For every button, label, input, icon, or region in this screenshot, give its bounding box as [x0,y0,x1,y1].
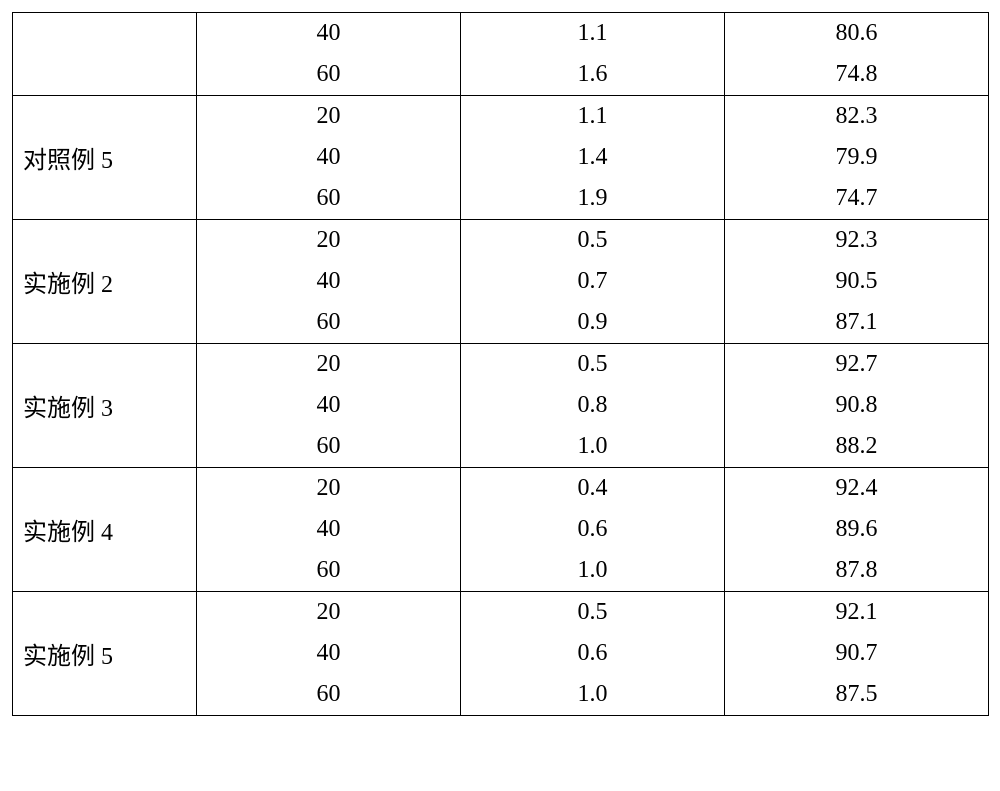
group-column: 204060 [197,344,461,468]
cell-value: 90.7 [725,633,988,674]
cell-value: 60 [197,302,460,343]
cell-value: 1.1 [461,13,724,54]
cell-value: 1.0 [461,550,724,591]
cell-value: 92.3 [725,220,988,261]
group-column: 0.40.61.0 [461,468,725,592]
group-column: 0.50.61.0 [461,592,725,716]
cell-value: 1.0 [461,426,724,467]
cell-value: 87.5 [725,674,988,715]
cell-value: 89.6 [725,509,988,550]
cell-value: 60 [197,426,460,467]
group-column: 1.11.6 [461,13,725,96]
table-group: 实施例 52040600.50.61.092.190.787.5 [13,592,989,716]
table-group: 40601.11.680.674.8 [13,13,989,96]
cell-value: 20 [197,96,460,137]
group-column: 1.11.41.9 [461,96,725,220]
group-column: 4060 [197,13,461,96]
cell-value: 40 [197,13,460,54]
group-label: 实施例 4 [13,468,197,592]
group-label: 实施例 5 [13,592,197,716]
table-group: 对照例 52040601.11.41.982.379.974.7 [13,96,989,220]
group-column: 204060 [197,468,461,592]
group-column: 0.50.81.0 [461,344,725,468]
group-column: 204060 [197,592,461,716]
cell-value: 87.8 [725,550,988,591]
cell-value: 92.1 [725,592,988,633]
group-column: 204060 [197,96,461,220]
cell-value: 20 [197,344,460,385]
group-column: 82.379.974.7 [725,96,989,220]
cell-value: 1.4 [461,137,724,178]
cell-value: 1.1 [461,96,724,137]
cell-value: 0.6 [461,633,724,674]
group-label: 对照例 5 [13,96,197,220]
cell-value: 90.8 [725,385,988,426]
cell-value: 60 [197,674,460,715]
cell-value: 40 [197,509,460,550]
cell-value: 88.2 [725,426,988,467]
group-column: 204060 [197,220,461,344]
cell-value: 82.3 [725,96,988,137]
cell-value: 40 [197,137,460,178]
cell-value: 74.7 [725,178,988,219]
cell-value: 1.6 [461,54,724,95]
cell-value: 40 [197,633,460,674]
cell-value: 92.7 [725,344,988,385]
cell-value: 0.7 [461,261,724,302]
cell-value: 80.6 [725,13,988,54]
cell-value: 40 [197,385,460,426]
cell-value: 0.5 [461,344,724,385]
cell-value: 92.4 [725,468,988,509]
cell-value: 60 [197,178,460,219]
cell-value: 0.8 [461,385,724,426]
cell-value: 60 [197,54,460,95]
cell-value: 0.4 [461,468,724,509]
cell-value: 79.9 [725,137,988,178]
table-group: 实施例 42040600.40.61.092.489.687.8 [13,468,989,592]
cell-value: 20 [197,592,460,633]
data-table: 40601.11.680.674.8对照例 52040601.11.41.982… [12,12,989,716]
cell-value: 0.5 [461,220,724,261]
group-column: 92.790.888.2 [725,344,989,468]
group-column: 92.390.587.1 [725,220,989,344]
table-group: 实施例 22040600.50.70.992.390.587.1 [13,220,989,344]
cell-value: 20 [197,220,460,261]
group-column: 92.190.787.5 [725,592,989,716]
group-label: 实施例 3 [13,344,197,468]
cell-value: 40 [197,261,460,302]
cell-value: 0.5 [461,592,724,633]
cell-value: 1.0 [461,674,724,715]
group-label: 实施例 2 [13,220,197,344]
cell-value: 1.9 [461,178,724,219]
cell-value: 74.8 [725,54,988,95]
group-label [13,13,197,96]
table-group: 实施例 32040600.50.81.092.790.888.2 [13,344,989,468]
cell-value: 0.9 [461,302,724,343]
group-column: 0.50.70.9 [461,220,725,344]
cell-value: 90.5 [725,261,988,302]
cell-value: 60 [197,550,460,591]
cell-value: 0.6 [461,509,724,550]
cell-value: 20 [197,468,460,509]
group-column: 80.674.8 [725,13,989,96]
group-column: 92.489.687.8 [725,468,989,592]
cell-value: 87.1 [725,302,988,343]
